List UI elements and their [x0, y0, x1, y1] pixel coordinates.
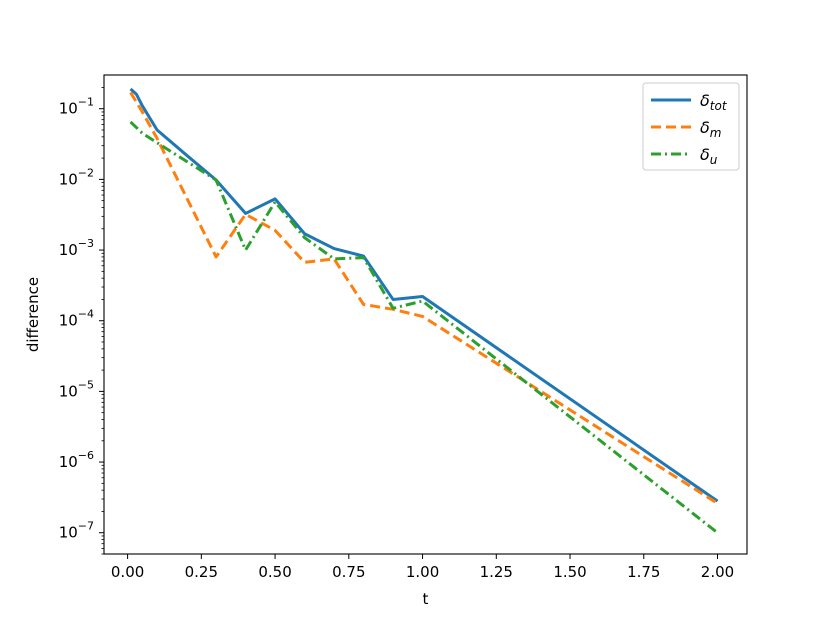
x-axis-ticks: 0.00 0.25 0.50 0.75 1.00 1.25 1.50 1.75 2.00 — [111, 554, 734, 581]
y-tick-exponent: −5 — [78, 378, 94, 391]
y-tick-base: 10 — [59, 312, 78, 330]
y-tick-exponent: −4 — [78, 308, 94, 321]
y-tick-label: 10−7 — [59, 520, 94, 542]
legend-subscript: tot — [710, 99, 728, 113]
x-tick-label: 0.50 — [258, 563, 291, 581]
x-tick-label: 2.00 — [701, 563, 734, 581]
y-tick-base: 10 — [59, 241, 78, 259]
x-tick-label: 0.75 — [332, 563, 365, 581]
y-tick-base: 10 — [59, 453, 78, 471]
legend-subscript: u — [710, 153, 718, 167]
legend-symbol: δ — [700, 91, 710, 110]
x-tick-label: 1.50 — [553, 563, 586, 581]
y-tick-base: 10 — [59, 524, 78, 542]
plot-frame — [103, 74, 748, 555]
x-tick-label: 1.75 — [627, 563, 660, 581]
legend-symbol: δ — [700, 145, 710, 164]
y-tick-exponent: −7 — [78, 520, 94, 533]
y-tick-exponent: −3 — [78, 237, 94, 250]
y-tick-base: 10 — [59, 100, 78, 118]
x-tick-label: 0.00 — [111, 563, 144, 581]
y-axis-label: difference — [24, 277, 42, 352]
x-axis-label: t — [423, 590, 429, 608]
series-line-u — [129, 120, 719, 534]
y-tick-label: 10−3 — [59, 237, 94, 259]
legend-label-m: δm — [700, 118, 722, 140]
y-tick-label: 10−6 — [59, 449, 94, 471]
y-tick-label: 10−2 — [59, 166, 94, 188]
x-tick-label: 0.25 — [185, 563, 218, 581]
legend-subscript: m — [710, 126, 722, 140]
legend-symbol: δ — [700, 118, 710, 137]
y-axis-ticks: 10−110−210−310−410−510−610−7 — [59, 87, 104, 555]
y-tick-exponent: −6 — [78, 449, 94, 462]
y-tick-label: 10−1 — [59, 96, 94, 118]
y-tick-base: 10 — [59, 170, 78, 188]
y-tick-label: 10−4 — [59, 308, 94, 330]
y-tick-base: 10 — [59, 382, 78, 400]
y-tick-label: 10−5 — [59, 378, 94, 400]
plot-area — [129, 87, 719, 534]
y-tick-exponent: −2 — [78, 166, 94, 179]
x-tick-label: 1.25 — [480, 563, 513, 581]
series-line-tot — [129, 87, 719, 503]
legend-label-u: δu — [700, 145, 718, 167]
legend-label-tot: δtot — [700, 91, 728, 113]
y-tick-exponent: −1 — [78, 96, 94, 109]
x-tick-label: 1.00 — [406, 563, 439, 581]
